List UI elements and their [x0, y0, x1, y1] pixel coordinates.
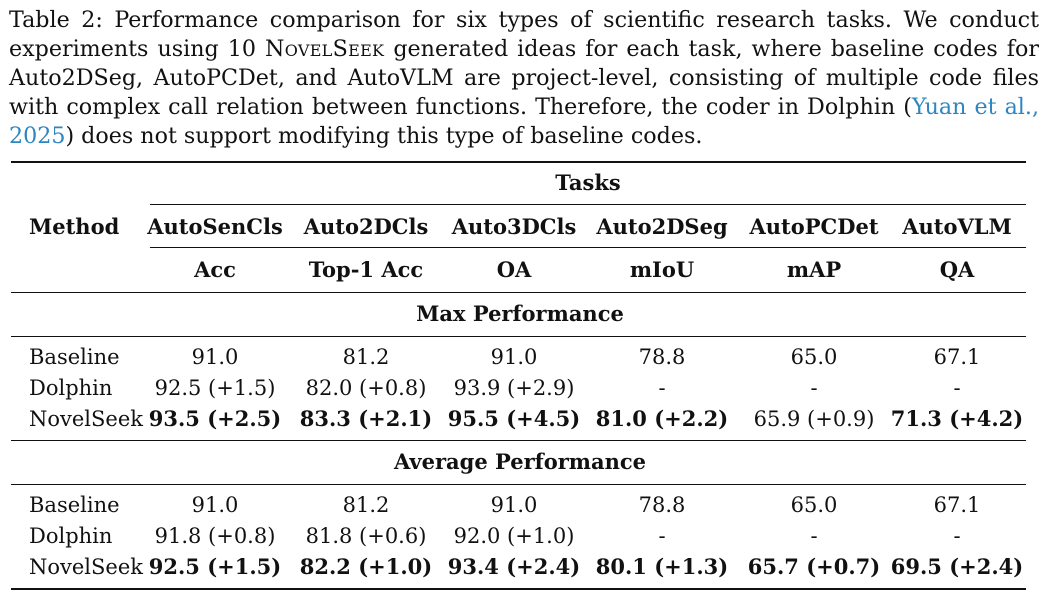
table-cell: 93.9 (+2.9)	[453, 376, 575, 400]
tasks-header: Tasks	[555, 170, 621, 195]
task-name-rule	[150, 247, 1026, 248]
table-cell: 81.2	[342, 493, 390, 517]
table-cell: -	[953, 376, 961, 400]
column-metric: mIoU	[629, 257, 695, 282]
caption-text: generated ideas for each task, where bas…	[393, 36, 1039, 62]
caption-text: experiments using 10	[9, 36, 256, 62]
section-rule-1	[11, 336, 1026, 337]
top-rule	[11, 161, 1026, 163]
column-task-autovlm: AutoVLM	[902, 214, 1012, 239]
section-title: Average Performance	[393, 449, 647, 474]
table-cell: 71.3 (+4.2)	[890, 406, 1024, 431]
section-rule-2	[11, 484, 1026, 485]
citation-link-year[interactable]: 2025	[9, 123, 66, 149]
table-cell: -	[953, 524, 961, 548]
caption-line-3: Auto2DSeg, AutoPCDet, and AutoVLM are pr…	[9, 65, 1039, 91]
row-method-dolphin: Dolphin	[29, 524, 113, 548]
table-cell: -	[810, 376, 818, 400]
column-metric: Top-1 Acc	[308, 257, 424, 282]
column-task-autopcdet: AutoPCDet	[749, 214, 879, 239]
caption-line-2: experiments using 10 NovelSeek generated…	[9, 35, 1039, 64]
table-cell: 91.0	[490, 345, 538, 369]
column-metric: Acc	[194, 257, 236, 282]
table-cell: 92.0 (+1.0)	[453, 524, 575, 548]
table-cell: 91.0	[191, 493, 239, 517]
caption-line-1: Table 2: Performance comparison for six …	[9, 7, 1039, 33]
table-cell: 93.4 (+2.4)	[447, 554, 581, 579]
table-cell: 65.0	[790, 493, 838, 517]
bottom-rule	[11, 588, 1026, 590]
system-name: NovelSeek	[264, 36, 385, 62]
table-cell: 80.1 (+1.3)	[595, 554, 729, 579]
header-rule	[11, 292, 1026, 293]
table-cell: 91.8 (+0.8)	[154, 524, 276, 548]
table-cell: -	[658, 376, 666, 400]
table-cell: 67.1	[933, 493, 981, 517]
table-cell: 82.0 (+0.8)	[305, 376, 427, 400]
tasks-rule	[150, 204, 1026, 205]
table-cell: 67.1	[933, 345, 981, 369]
table-cell: -	[810, 524, 818, 548]
table-cell: 78.8	[638, 345, 686, 369]
table-caption: Table 2: Performance comparison for six …	[9, 6, 1039, 151]
table-cell: 65.0	[790, 345, 838, 369]
column-metric: OA	[496, 257, 532, 282]
row-method-baseline: Baseline	[29, 345, 120, 369]
row-method-novelseek: NovelSeek	[29, 555, 143, 579]
column-task-auto2dseg: Auto2DSeg	[596, 214, 728, 239]
section-title: Max Performance	[416, 301, 624, 326]
table-cell: 81.2	[342, 345, 390, 369]
table-cell: 83.3 (+2.1)	[299, 406, 433, 431]
table-cell: 65.9 (+0.9)	[753, 407, 875, 431]
table-cell: 69.5 (+2.4)	[890, 554, 1024, 579]
caption-line-4: with complex call relation between funct…	[9, 93, 1039, 122]
row-method-dolphin: Dolphin	[29, 376, 113, 400]
table-cell: 95.5 (+4.5)	[447, 406, 581, 431]
caption-line-5: 2025) does not support modifying this ty…	[9, 122, 1039, 151]
section-divider	[11, 440, 1026, 441]
table-cell: 78.8	[638, 493, 686, 517]
column-task-auto3dcls: Auto3DCls	[451, 214, 577, 239]
table-cell: 91.0	[191, 345, 239, 369]
column-task-autosencls: AutoSenCls	[147, 214, 283, 239]
citation-link[interactable]: Yuan et al.,	[911, 94, 1040, 120]
table-cell: 92.5 (+1.5)	[148, 554, 282, 579]
row-method-novelseek: NovelSeek	[29, 407, 143, 431]
method-header: Method	[29, 214, 120, 239]
column-task-auto2dcls: Auto2DCls	[303, 214, 429, 239]
column-metric: QA	[939, 257, 975, 282]
table-cell: 81.0 (+2.2)	[595, 406, 729, 431]
column-metric: mAP	[786, 257, 842, 282]
caption-text: ) does not support modifying this type o…	[65, 123, 703, 149]
table-cell: 82.2 (+1.0)	[299, 554, 433, 579]
table-cell: 92.5 (+1.5)	[154, 376, 276, 400]
row-method-baseline: Baseline	[29, 493, 120, 517]
table-cell: 93.5 (+2.5)	[148, 406, 282, 431]
table-cell: 65.7 (+0.7)	[747, 554, 881, 579]
caption-text: with complex call relation between funct…	[9, 94, 912, 120]
table-cell: -	[658, 524, 666, 548]
table-cell: 91.0	[490, 493, 538, 517]
table-cell: 81.8 (+0.6)	[305, 524, 427, 548]
